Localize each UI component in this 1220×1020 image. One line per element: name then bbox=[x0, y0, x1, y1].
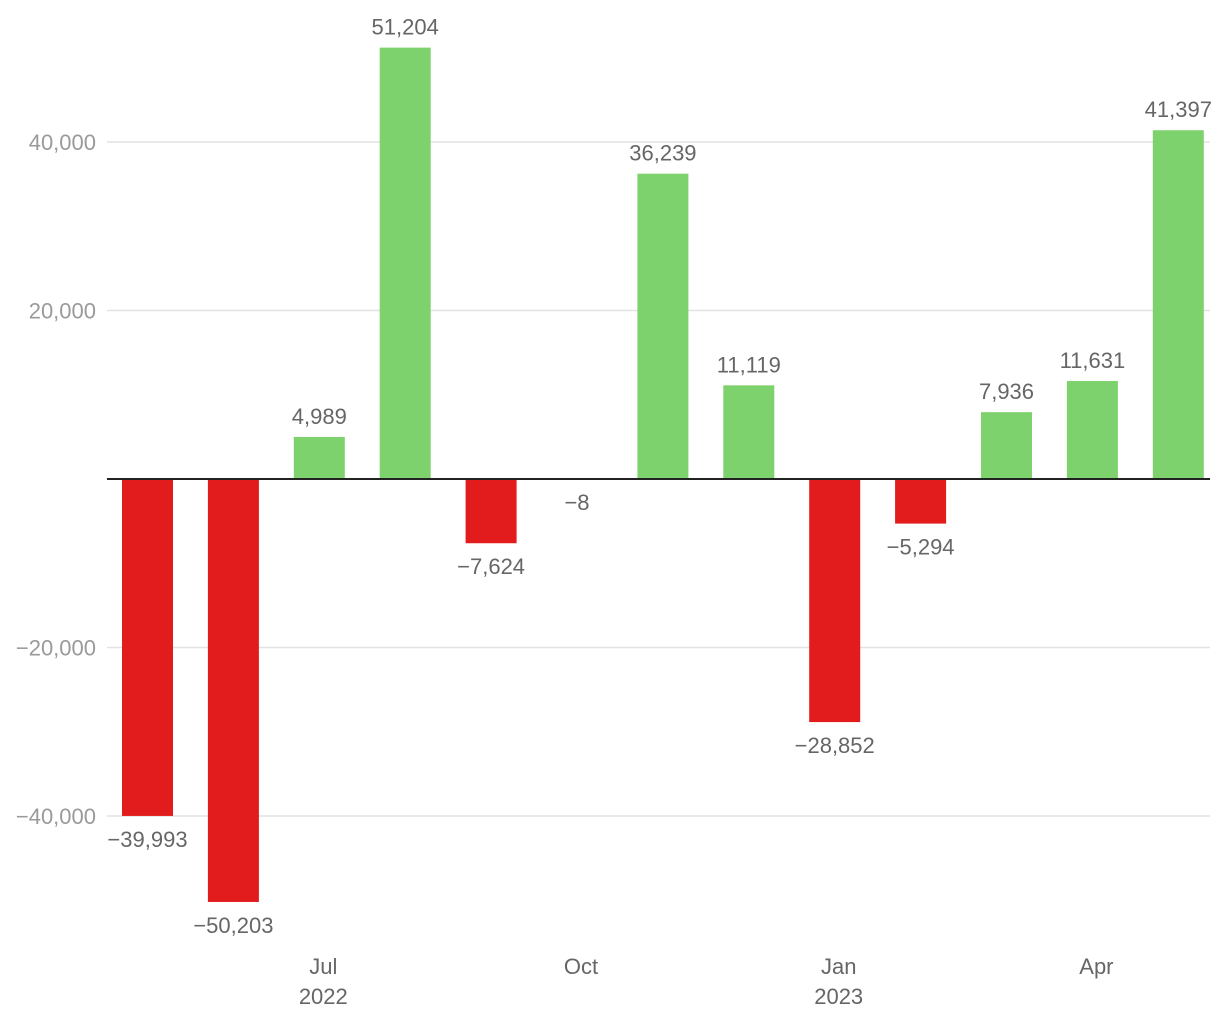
data-label: 11,119 bbox=[717, 352, 781, 377]
data-label: 11,631 bbox=[1060, 348, 1126, 373]
data-label: 41,397 bbox=[1145, 97, 1212, 122]
bar bbox=[981, 412, 1032, 479]
data-label: −7,624 bbox=[457, 554, 525, 579]
data-label: 51,204 bbox=[372, 15, 439, 40]
data-label: 7,936 bbox=[979, 379, 1034, 404]
x-tick-month-label: Apr bbox=[1079, 954, 1113, 979]
data-label: 36,239 bbox=[629, 141, 696, 166]
x-tick-month-label: Jan bbox=[821, 954, 856, 979]
bar bbox=[895, 479, 947, 524]
y-tick-label: 40,000 bbox=[29, 130, 96, 155]
x-tick-year-label: 2023 bbox=[814, 984, 863, 1009]
bar bbox=[809, 479, 861, 723]
y-tick-label: 20,000 bbox=[29, 299, 96, 324]
data-label: 4,989 bbox=[292, 404, 347, 429]
bars bbox=[122, 47, 1204, 902]
data-label: −8 bbox=[564, 490, 589, 515]
bar bbox=[207, 479, 259, 902]
data-label: −50,203 bbox=[193, 913, 273, 938]
data-labels: −39,993 −50,203 4,989 51,204 −7,624 −8 36,239 1… bbox=[107, 15, 1212, 938]
x-tick-month-label: Oct bbox=[564, 954, 598, 979]
bar bbox=[637, 173, 689, 479]
bar bbox=[122, 479, 173, 816]
data-label: −28,852 bbox=[795, 733, 875, 758]
bar bbox=[723, 385, 775, 479]
bar bbox=[1066, 381, 1118, 479]
bar bbox=[379, 47, 431, 480]
data-label: −5,294 bbox=[887, 535, 955, 560]
data-label: −39,993 bbox=[107, 827, 187, 852]
y-axis: −40,000 −20,000 20,000 40,000 bbox=[16, 130, 96, 829]
y-tick-label: −40,000 bbox=[16, 804, 96, 829]
y-tick-label: −20,000 bbox=[16, 636, 96, 661]
x-axis: Jul 2022 Oct Jan 2023 Apr bbox=[299, 954, 1114, 1009]
bar bbox=[465, 479, 517, 544]
bar bbox=[1152, 130, 1204, 479]
x-tick-year-label: 2022 bbox=[299, 984, 348, 1009]
bar bbox=[293, 436, 345, 479]
x-tick-month-label: Jul bbox=[309, 954, 337, 979]
